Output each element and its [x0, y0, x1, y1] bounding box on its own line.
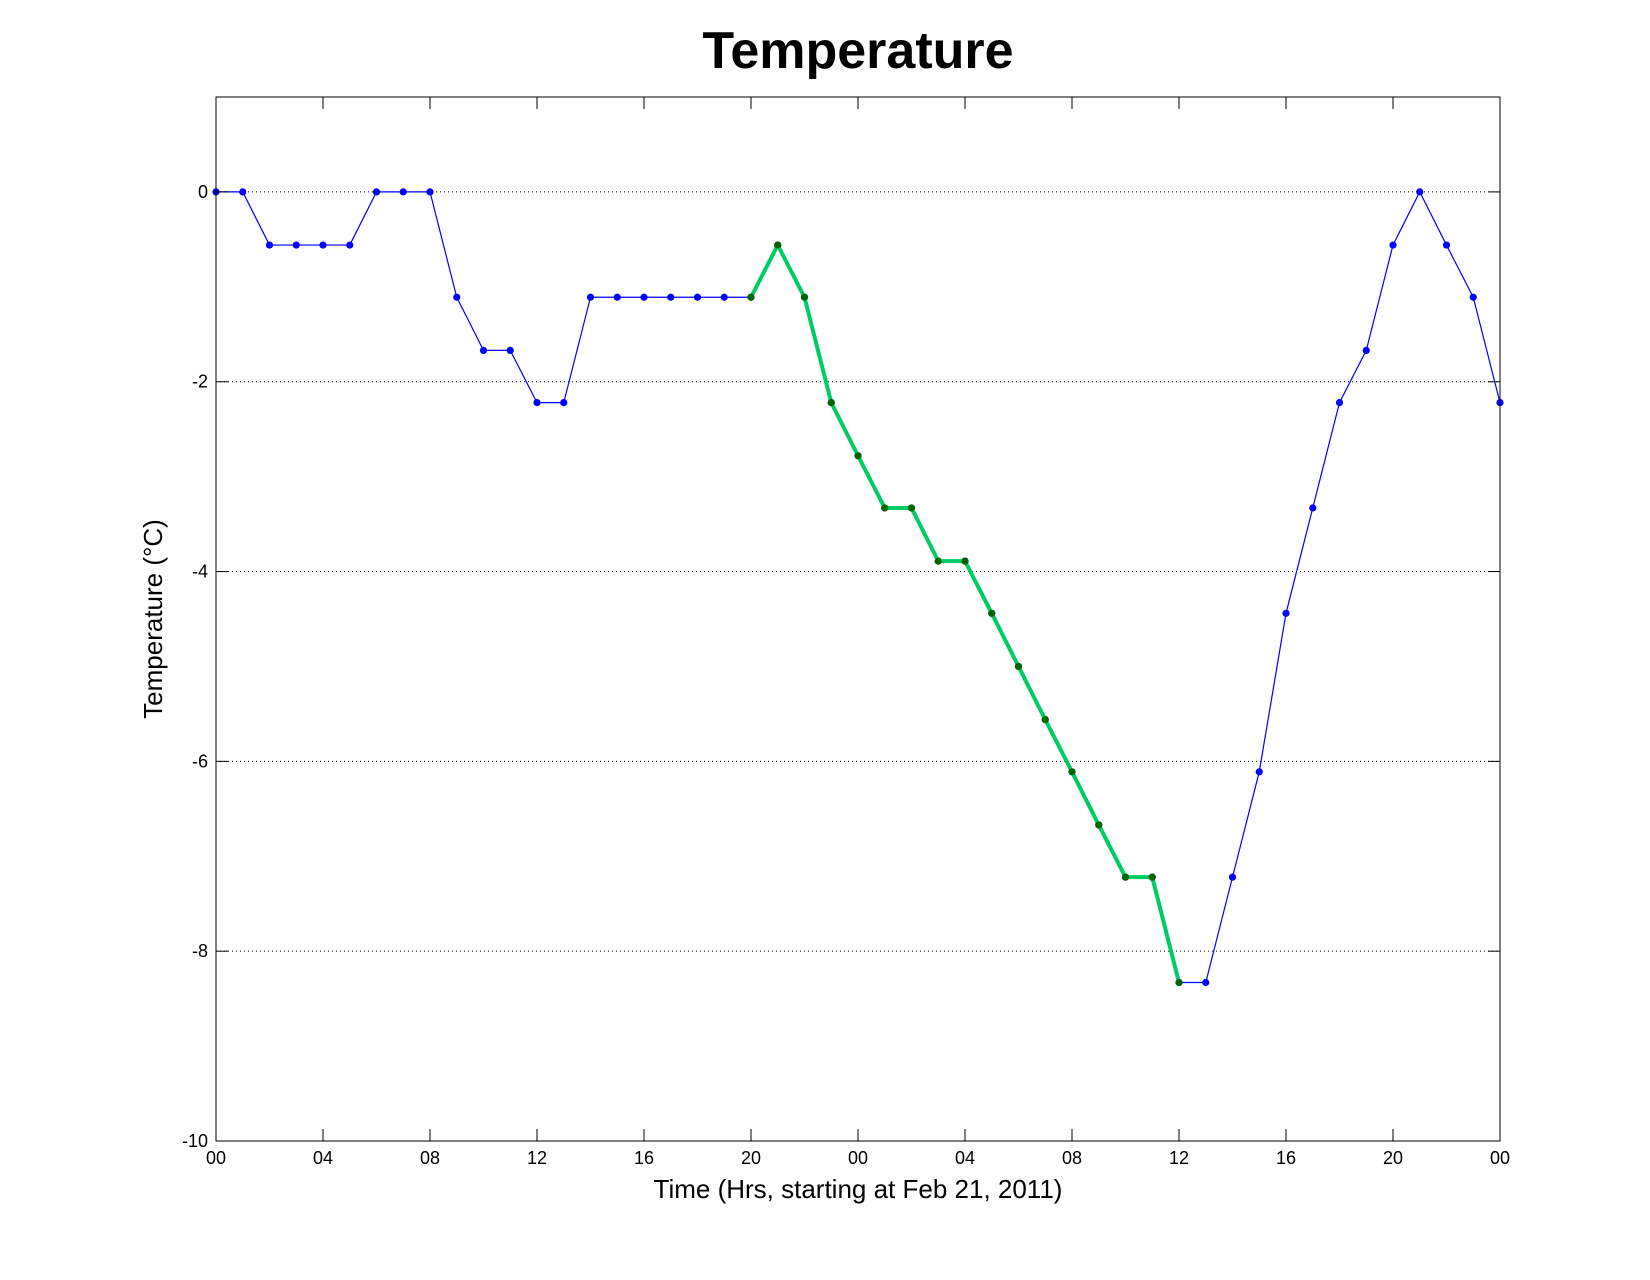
y-axis-label: Temperature (°C) — [138, 519, 168, 719]
x-tick-label: 08 — [1062, 1148, 1082, 1168]
data-point — [907, 504, 916, 512]
data-point — [533, 399, 541, 407]
data-point — [399, 188, 407, 196]
data-point — [800, 293, 809, 301]
x-tick-label: 00 — [206, 1148, 226, 1168]
data-point — [827, 399, 835, 407]
x-tick-label: 00 — [848, 1148, 868, 1168]
y-tick-label: -2 — [192, 372, 208, 392]
data-point — [239, 188, 247, 196]
x-tick-label: 20 — [741, 1148, 761, 1168]
x-tick-label: 16 — [1276, 1148, 1296, 1168]
x-tick-label: 04 — [955, 1148, 975, 1168]
x-tick-label: 16 — [634, 1148, 654, 1168]
data-point — [1041, 716, 1049, 724]
x-tick-label: 08 — [420, 1148, 440, 1168]
x-axis-label: Time (Hrs, starting at Feb 21, 2011) — [654, 1174, 1063, 1204]
data-point — [586, 293, 595, 301]
data-point — [640, 293, 648, 301]
data-point — [1469, 293, 1477, 301]
data-point — [1068, 768, 1076, 776]
data-point — [1442, 241, 1451, 249]
data-point — [1121, 873, 1130, 881]
data-point — [881, 504, 889, 512]
data-point — [319, 241, 327, 249]
data-point — [372, 188, 381, 196]
data-point — [1095, 821, 1103, 829]
data-point — [1335, 399, 1344, 407]
data-point — [613, 293, 621, 301]
y-tick-label: -6 — [192, 751, 208, 771]
chart-title: Temperature — [702, 22, 1013, 80]
y-tick-label: 0 — [198, 182, 208, 202]
data-point — [693, 293, 702, 301]
data-point — [1362, 346, 1370, 355]
data-point — [346, 241, 354, 249]
data-point — [934, 557, 942, 565]
data-point — [961, 557, 969, 565]
data-point — [667, 293, 675, 301]
data-point — [1255, 768, 1263, 776]
y-tick-label: -10 — [182, 1131, 208, 1151]
x-tick-label: 20 — [1383, 1148, 1403, 1168]
data-series — [212, 188, 1504, 987]
data-point — [292, 241, 300, 249]
data-point — [1389, 241, 1397, 249]
data-point — [988, 609, 996, 617]
data-point — [1309, 504, 1317, 512]
data-point — [506, 346, 514, 355]
data-point — [479, 346, 488, 355]
data-point — [854, 452, 862, 460]
y-tick-label: -4 — [192, 562, 208, 582]
data-point — [453, 293, 461, 301]
data-point — [1014, 662, 1023, 671]
data-point — [1416, 188, 1424, 196]
x-tick-label: 00 — [1490, 1148, 1510, 1168]
series-1 — [747, 241, 1183, 987]
x-tick-label: 12 — [1169, 1148, 1189, 1168]
data-point — [1282, 609, 1290, 617]
data-point — [560, 399, 568, 407]
data-point — [1202, 978, 1210, 987]
data-point — [1228, 873, 1237, 881]
data-point — [774, 241, 782, 249]
data-point — [1148, 873, 1156, 881]
data-point — [1175, 978, 1183, 987]
data-point — [426, 188, 434, 196]
x-tick-label: 12 — [527, 1148, 547, 1168]
data-point — [265, 241, 274, 249]
x-tick-label: 04 — [313, 1148, 333, 1168]
data-point — [720, 293, 728, 301]
y-tick-label: -8 — [192, 941, 208, 961]
data-point — [747, 293, 755, 301]
